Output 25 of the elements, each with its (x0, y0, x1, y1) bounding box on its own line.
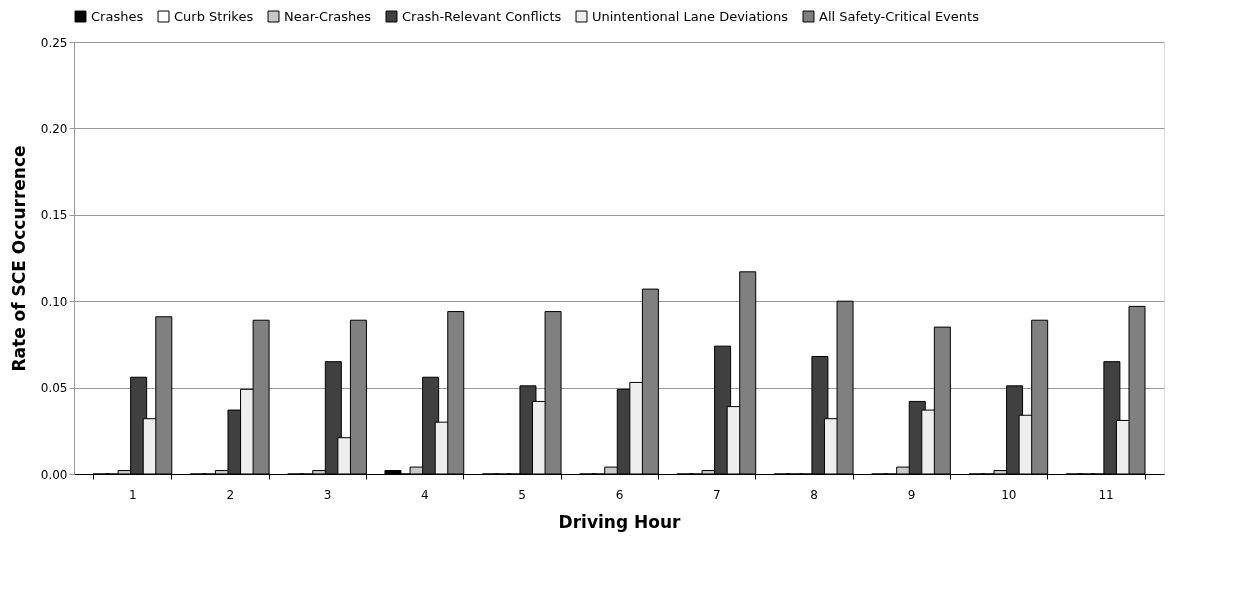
x-tick-label: 4 (421, 487, 429, 502)
x-tick-label: 9 (907, 487, 916, 502)
y-tick-label: 0.05 (40, 381, 68, 396)
y-tick-label: 0.00 (40, 467, 68, 482)
x-tick-label: 1 (129, 487, 137, 502)
x-tick-label: 6 (615, 487, 624, 502)
x-tick-label: 3 (323, 487, 332, 502)
x-tick-label: 11 (1098, 487, 1114, 502)
legend-label: Curb Strikes (174, 8, 254, 24)
x-tick-label: 8 (810, 487, 818, 502)
x-axis-title: Driving Hour (558, 511, 682, 532)
x-tick-label: 7 (713, 487, 721, 502)
legend-label: Crash-Relevant Conflicts (402, 8, 562, 24)
x-tick-label: 10 (1001, 487, 1017, 502)
legend-label: Unintentional Lane Deviations (592, 8, 789, 24)
legend-label: Crashes (91, 8, 144, 24)
y-tick-label: 0.25 (40, 35, 68, 50)
y-tick-label: 0.20 (40, 121, 68, 136)
y-axis-title: Rate of SCE Occurrence (8, 145, 29, 372)
y-tick-label: 0.15 (40, 208, 68, 223)
y-tick-label: 0.10 (40, 294, 68, 309)
x-tick-label: 2 (226, 487, 235, 502)
legend-label: All Safety-Critical Events (819, 8, 980, 24)
legend-label: Near-Crashes (284, 8, 372, 24)
x-tick-label: 5 (518, 487, 526, 502)
